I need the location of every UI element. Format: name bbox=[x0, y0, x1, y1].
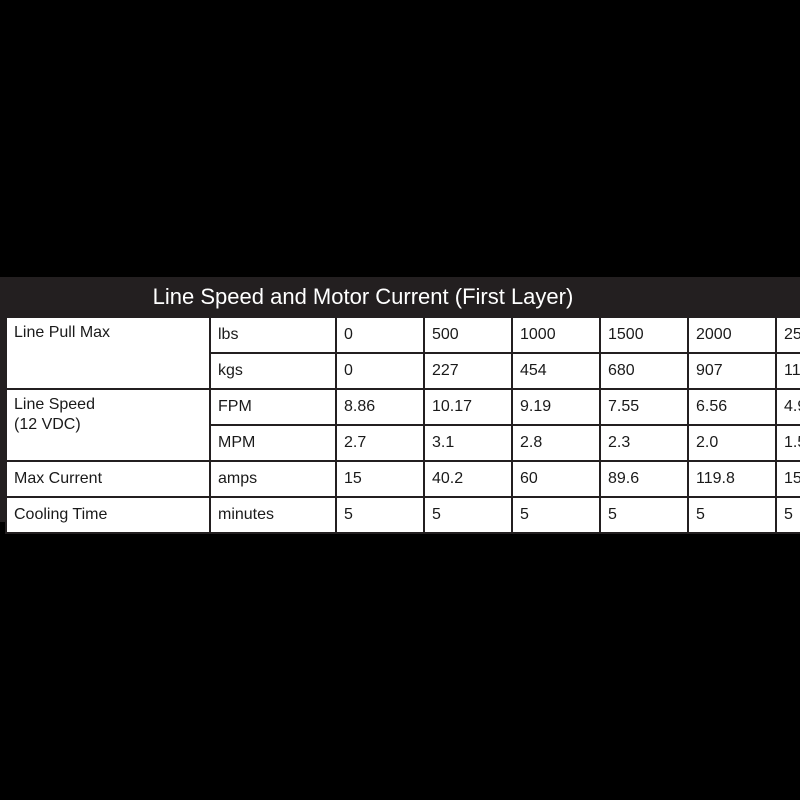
cell-cooling-time-6: 5 bbox=[775, 496, 800, 534]
row-unit-kgs: kgs bbox=[209, 352, 337, 390]
row-unit-amps: amps bbox=[209, 460, 337, 498]
cell-line-pull-max-kgs-5: 907 bbox=[687, 352, 777, 390]
cell-line-pull-max-kgs-3: 454 bbox=[511, 352, 601, 390]
cell-line-speed-mpm-3: 2.8 bbox=[511, 424, 601, 462]
cell-line-speed-fpm-6: 4.92 bbox=[775, 388, 800, 426]
cell-line-pull-max-lbs-3: 1000 bbox=[511, 316, 601, 354]
cell-max-current-1: 15 bbox=[335, 460, 425, 498]
cell-max-current-3: 60 bbox=[511, 460, 601, 498]
cell-line-speed-fpm-4: 7.55 bbox=[599, 388, 689, 426]
cell-line-speed-mpm-6: 1.5 bbox=[775, 424, 800, 462]
cell-line-speed-fpm-3: 9.19 bbox=[511, 388, 601, 426]
cell-line-pull-max-kgs-6: 1134 bbox=[775, 352, 800, 390]
cell-line-speed-mpm-2: 3.1 bbox=[423, 424, 513, 462]
cell-line-pull-max-lbs-5: 2000 bbox=[687, 316, 777, 354]
cell-line-pull-max-lbs-2: 500 bbox=[423, 316, 513, 354]
cell-line-speed-fpm-2: 10.17 bbox=[423, 388, 513, 426]
cell-max-current-5: 119.8 bbox=[687, 460, 777, 498]
row-label-line-speed-line1: Line Speed bbox=[14, 396, 95, 413]
cell-max-current-4: 89.6 bbox=[599, 460, 689, 498]
row-label-line-pull-max: Line Pull Max bbox=[5, 316, 211, 390]
table-row: Line Speed (12 VDC) FPM 8.86 10.17 9.19 … bbox=[5, 388, 800, 462]
cell-cooling-time-3: 5 bbox=[511, 496, 601, 534]
table-row: kgs 0 227 454 680 907 1134 bbox=[6, 352, 800, 390]
cell-cooling-time-2: 5 bbox=[423, 496, 513, 534]
cell-line-pull-max-kgs-4: 680 bbox=[599, 352, 689, 390]
table-row: MPM 2.7 3.1 2.8 2.3 2.0 1.5 bbox=[6, 424, 800, 462]
cell-max-current-6: 150.4 bbox=[775, 460, 800, 498]
row-label-line-speed-line2: (12 VDC) bbox=[14, 416, 81, 433]
specifications-table: Line Pull Max lbs 0 500 1000 1500 2000 2… bbox=[5, 316, 800, 534]
cell-max-current-2: 40.2 bbox=[423, 460, 513, 498]
table-body: Line Pull Max lbs 0 500 1000 1500 2000 2… bbox=[5, 316, 800, 534]
row-unit-minutes: minutes bbox=[209, 496, 337, 534]
table-row: Max Current amps 15 40.2 60 89.6 119.8 1… bbox=[5, 460, 800, 498]
cell-line-pull-max-lbs-1: 0 bbox=[335, 316, 425, 354]
cell-line-pull-max-kgs-1: 0 bbox=[335, 352, 425, 390]
cell-line-pull-max-lbs-6: 2500 bbox=[775, 316, 800, 354]
cell-line-speed-fpm-5: 6.56 bbox=[687, 388, 777, 426]
cell-line-speed-mpm-4: 2.3 bbox=[599, 424, 689, 462]
row-label-cooling-time: Cooling Time bbox=[5, 496, 211, 534]
cell-line-pull-max-lbs-4: 1500 bbox=[599, 316, 689, 354]
cell-line-speed-mpm-5: 2.0 bbox=[687, 424, 777, 462]
spec-table-container: Line Pull Max lbs 0 500 1000 1500 2000 2… bbox=[5, 316, 800, 534]
table-row: Cooling Time minutes 5 5 5 5 5 5 bbox=[5, 496, 800, 534]
table-row: Line Pull Max lbs 0 500 1000 1500 2000 2… bbox=[5, 316, 800, 390]
row-unit-lbs: lbs bbox=[209, 316, 337, 354]
cell-line-speed-fpm-1: 8.86 bbox=[335, 388, 425, 426]
row-label-line-speed: Line Speed (12 VDC) bbox=[5, 388, 211, 462]
page-title: Line Speed and Motor Current (First Laye… bbox=[152, 284, 574, 309]
cell-line-speed-mpm-1: 2.7 bbox=[335, 424, 425, 462]
cell-line-pull-max-kgs-2: 227 bbox=[423, 352, 513, 390]
row-unit-mpm: MPM bbox=[209, 424, 337, 462]
row-label-max-current: Max Current bbox=[5, 460, 211, 498]
row-unit-fpm: FPM bbox=[209, 388, 337, 426]
cell-cooling-time-5: 5 bbox=[687, 496, 777, 534]
cell-cooling-time-1: 5 bbox=[335, 496, 425, 534]
cell-cooling-time-4: 5 bbox=[599, 496, 689, 534]
spec-panel: Line Speed and Motor Current (First Laye… bbox=[0, 277, 800, 534]
